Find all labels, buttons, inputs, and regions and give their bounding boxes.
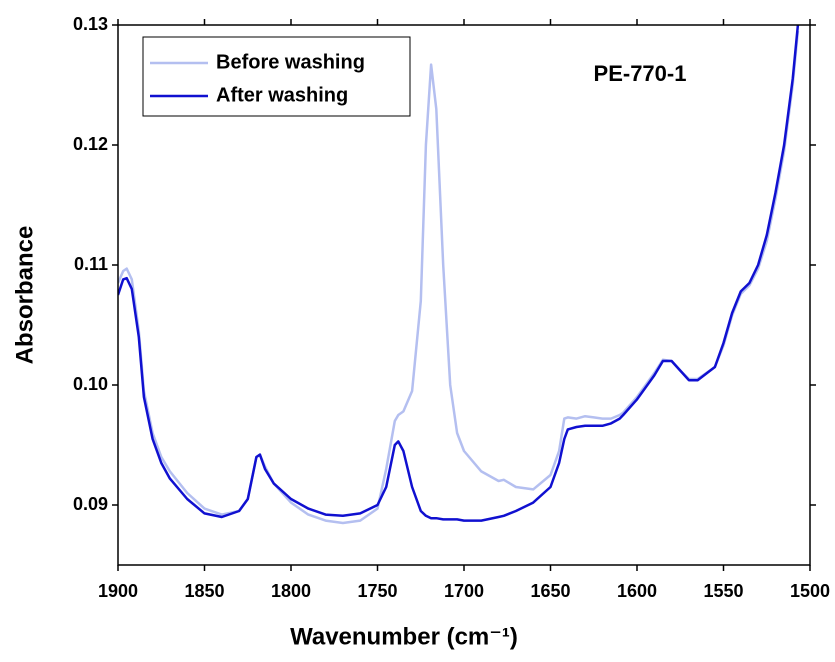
- x-tick-label: 1550: [703, 581, 743, 601]
- series-line: [118, 25, 800, 522]
- legend-box: [142, 36, 411, 117]
- annotation: PE-770-1: [594, 61, 687, 86]
- x-tick-label: 1850: [184, 581, 224, 601]
- y-tick-label: 0.13: [73, 14, 108, 34]
- y-axis-label: Absorbance: [11, 226, 38, 365]
- legend-label: After washing: [216, 84, 348, 106]
- x-tick-label: 1900: [98, 581, 138, 601]
- x-tick-label: 1650: [530, 581, 570, 601]
- x-tick-label: 1750: [357, 581, 397, 601]
- y-tick-label: 0.12: [73, 134, 108, 154]
- y-tick-label: 0.11: [74, 254, 108, 274]
- x-axis-label: Wavenumber (cm⁻¹): [290, 623, 518, 650]
- x-tick-label: 1800: [271, 581, 311, 601]
- y-tick-label: 0.09: [73, 494, 108, 514]
- x-tick-label: 1700: [444, 581, 484, 601]
- legend-label: Before washing: [216, 51, 365, 73]
- x-tick-label: 1600: [617, 581, 657, 601]
- plot-area: [118, 25, 800, 525]
- x-tick-label: 1500: [790, 581, 830, 601]
- y-tick-label: 0.10: [73, 374, 108, 394]
